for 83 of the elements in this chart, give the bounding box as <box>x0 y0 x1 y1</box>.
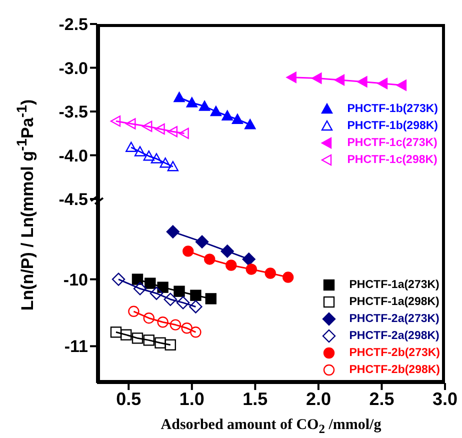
legend-label: PHCTF-1b(273K) <box>347 102 438 114</box>
point <box>154 123 165 135</box>
point <box>134 146 146 156</box>
point <box>244 119 256 130</box>
point <box>377 78 388 90</box>
x-axis-title: Adsorbed amount of CO$_{2}$ /mmol/g <box>160 417 382 436</box>
point <box>246 264 257 275</box>
point <box>186 97 198 108</box>
legend-label: PHCTF-1c(298K) <box>347 154 438 166</box>
point <box>143 334 154 346</box>
legend-label: PHCTF-1a(273K) <box>349 278 440 290</box>
point <box>232 114 244 124</box>
point <box>222 110 233 120</box>
point <box>164 292 177 306</box>
point <box>150 153 162 164</box>
point <box>133 282 147 296</box>
point <box>167 126 178 138</box>
point <box>166 225 180 238</box>
point <box>334 74 345 86</box>
point <box>157 282 168 293</box>
point <box>132 274 144 285</box>
point <box>226 260 237 271</box>
y-tick-label: -3.0 <box>58 58 88 78</box>
y-tick-label: -11 <box>64 337 88 356</box>
x-tick-label: 2.0 <box>306 388 331 409</box>
point <box>282 272 294 283</box>
point <box>286 72 296 83</box>
legend-label: PHCTF-2b(273K) <box>349 346 440 358</box>
point <box>126 118 136 130</box>
y-tick-label: -3.5 <box>58 102 88 122</box>
point <box>396 80 407 91</box>
point <box>112 272 126 286</box>
legend-label: PHCTF-2b(298K) <box>349 364 440 376</box>
point <box>176 296 190 310</box>
legend-label: PHCTF-1b(298K) <box>347 120 438 132</box>
point <box>181 322 192 334</box>
legend-label: PHCTF-1c(273K) <box>347 136 438 148</box>
point <box>126 142 137 152</box>
point <box>198 100 210 111</box>
point <box>110 326 122 338</box>
legend-label: PHCTF-2a(273K) <box>349 312 440 324</box>
point <box>110 116 121 127</box>
point <box>357 76 368 88</box>
point <box>150 286 164 300</box>
point <box>167 161 179 172</box>
point <box>170 319 182 330</box>
point <box>205 293 216 304</box>
point <box>242 252 256 266</box>
y-tick-label: -2.5 <box>58 15 88 34</box>
point <box>264 268 276 279</box>
point <box>154 337 166 348</box>
point <box>204 254 216 265</box>
point <box>178 128 189 139</box>
point <box>190 290 202 301</box>
point <box>128 306 140 318</box>
y-tick-label: -4.0 <box>58 146 88 166</box>
point <box>220 244 234 258</box>
point <box>132 332 144 344</box>
point <box>195 235 209 248</box>
point <box>144 278 156 289</box>
point <box>164 339 176 350</box>
point <box>174 92 185 102</box>
point <box>160 158 171 168</box>
point <box>190 326 202 338</box>
point <box>143 312 154 324</box>
point <box>182 246 194 257</box>
point <box>143 150 154 161</box>
point <box>120 329 132 340</box>
point <box>157 316 168 328</box>
legend-label: PHCTF-1a(298K) <box>349 296 440 308</box>
x-tick-label: 3.0 <box>432 388 458 409</box>
y-tick-label: -4.5 <box>58 190 88 210</box>
point <box>189 300 202 314</box>
point <box>142 120 152 132</box>
x-tick-label: 2.5 <box>369 388 394 409</box>
x-tick-label: 1.0 <box>179 388 204 409</box>
x-tick-label: 1.5 <box>242 388 268 409</box>
x-tick-label: 0.5 <box>116 388 142 409</box>
point <box>312 72 322 84</box>
legend-label: PHCTF-2a(298K) <box>349 330 440 342</box>
y-tick-label: -10 <box>63 270 88 290</box>
point <box>174 286 185 297</box>
point <box>210 106 222 116</box>
